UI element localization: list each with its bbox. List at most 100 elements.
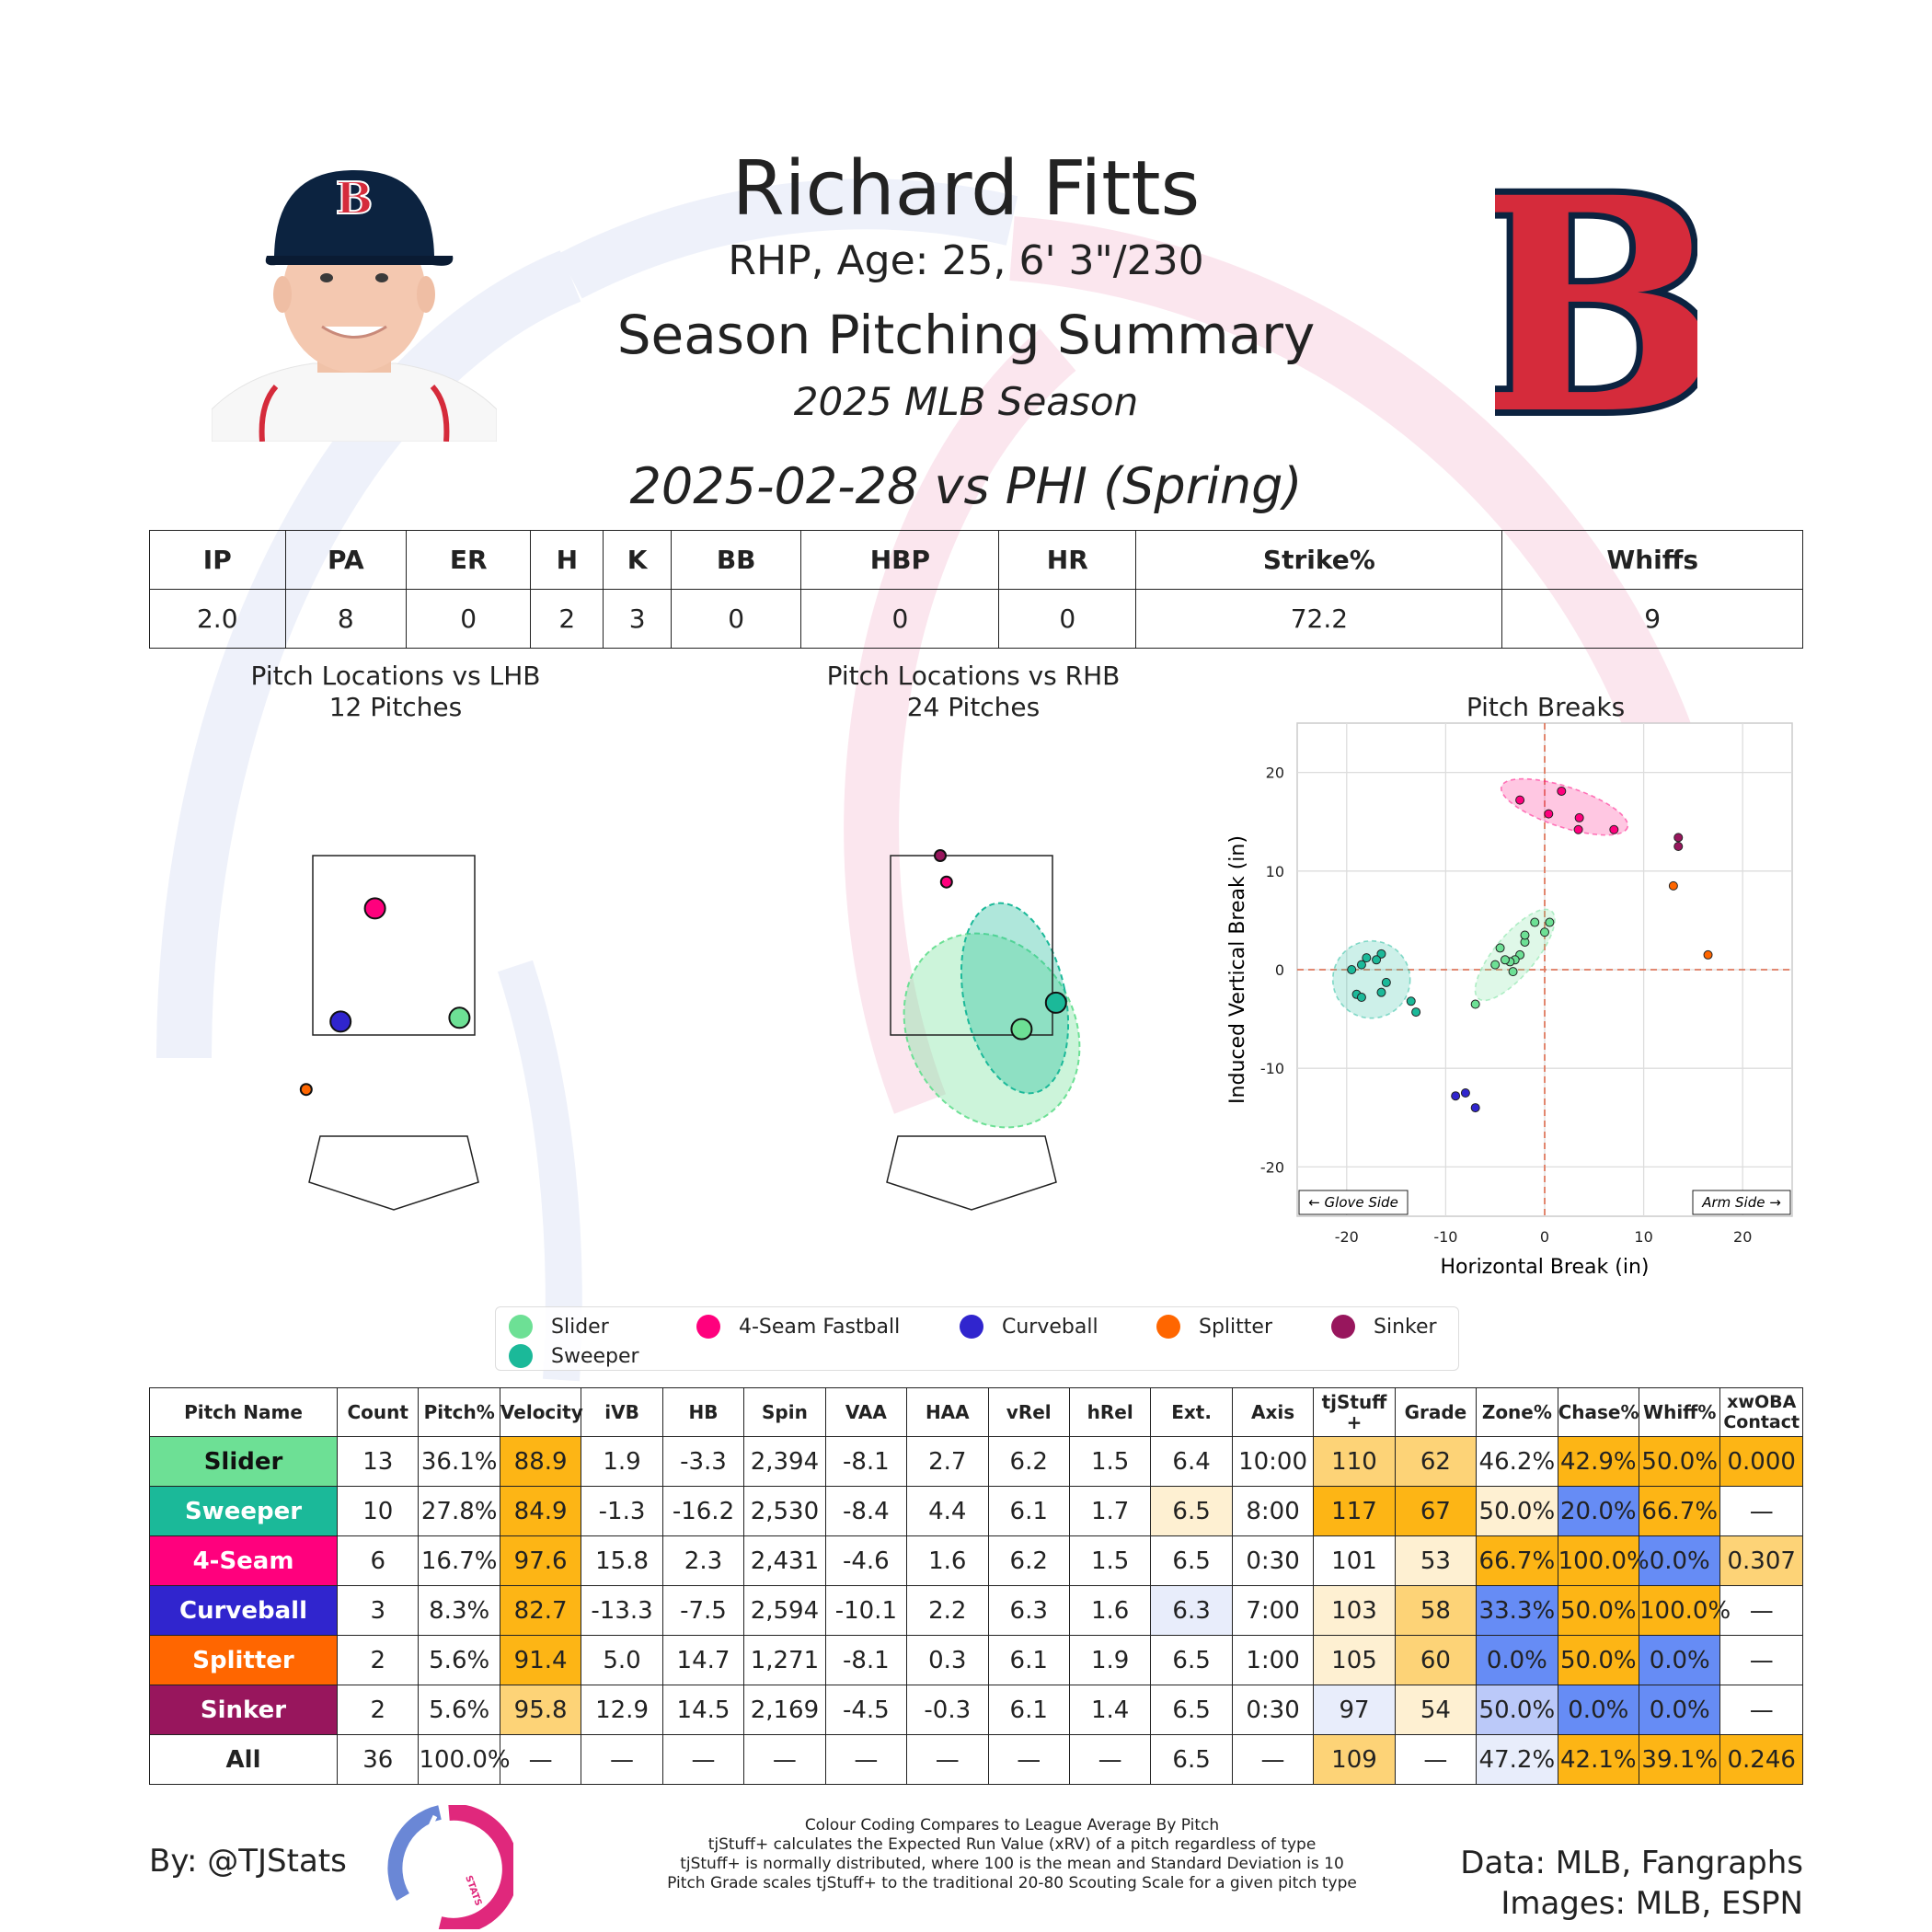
table-cell: 54 [1394,1685,1478,1735]
table-cell: — [743,1734,826,1785]
lhb-title: Pitch Locations vs LHB [250,661,541,691]
y-tick-label: 20 [1266,765,1284,782]
arm-side-box [1692,1190,1791,1215]
legend-marker [1156,1315,1180,1339]
stat-header: ER [406,530,532,590]
credits: Data: MLB, Fangraphs Images: MLB, ESPN [1343,1843,1803,1924]
pitch-table-header-cell: VAA [824,1387,908,1437]
rhb-subtitle: 24 Pitches [906,692,1041,722]
table-row: All 36 100.0% — — — — — — — —6.5—109—47.2% 42.1% 39.… [148,1734,1803,1785]
legend-marker [509,1315,533,1339]
pitch-ellipse [960,902,1070,1095]
x-tick-label: -10 [1433,1228,1457,1246]
table-cell: -0.3 [906,1685,989,1735]
break-point [1451,1091,1461,1101]
table-row: Curveball 3 8.3% 82.7 -13.3 -7.5 2,594 -10.1 2.2… [148,1585,1803,1636]
table-cell: 97.6 [499,1535,582,1586]
table-cell: 8.3% [418,1585,500,1636]
pitch-name-cell: Sinker [148,1685,339,1735]
pitch-table-header-cell: xwOBA Contact [1719,1387,1803,1437]
stat-value-row: 2.0 8 0 2 3 0 0 0 72.2 9 [149,589,1803,649]
break-point [1406,996,1416,1006]
svg-text:B: B [1495,166,1697,442]
break-point [1362,953,1372,963]
stat-value: 0 [998,589,1137,649]
break-point [1703,949,1713,960]
table-cell: — [499,1734,582,1785]
stat-header: IP [149,530,286,590]
table-cell: — [1394,1734,1478,1785]
table-cell: — [661,1734,745,1785]
table-cell: 0.307 [1719,1535,1803,1586]
image-credit: Images: MLB, ESPN [1501,1885,1803,1922]
footnote: Colour Coding Compares to League Average… [804,1816,1220,1834]
break-ellipse [1500,777,1629,836]
break-ellipse [1474,908,1556,1002]
legend-marker [960,1315,983,1339]
legend-label: Sweeper [551,1344,639,1368]
table-cell: 6.3 [1150,1585,1233,1636]
table-cell: 42.1% [1557,1734,1640,1785]
break-point [1356,960,1366,970]
table-cell: 36 [337,1734,420,1785]
table-cell: 8:00 [1231,1486,1315,1536]
stat-header-row: IP PA ER H K BB HBP HR Strike% Whiffs [149,530,1803,590]
legend-marker [1331,1315,1355,1339]
table-cell: 91.4 [499,1635,582,1685]
break-point [1470,999,1480,1009]
table-cell: 6.5 [1150,1734,1233,1785]
table-cell: -7.5 [661,1585,745,1636]
y-tick-label: -10 [1260,1060,1284,1077]
stat-value: 3 [603,589,672,649]
table-cell: 33.3% [1476,1585,1558,1636]
pitch-table-header-cell: Chase% [1557,1387,1640,1437]
y-axis-label: Induced Vertical Break (in) [1226,835,1249,1104]
strike-zone [312,855,476,1036]
pitch-table-header: Pitch Name Count Pitch% Velocity iVB HB Spin VA… [148,1387,1803,1437]
table-cell: 15.8 [581,1535,663,1586]
logo-text: STATS [463,1874,483,1907]
pitch-location-point [939,875,953,889]
table-cell: 6.5 [1150,1486,1233,1536]
table-cell: 109 [1313,1734,1396,1785]
footnote: tjStuff+ calculates the Expected Run Val… [707,1835,1317,1854]
table-cell: 2.2 [906,1585,989,1636]
table-cell: 46.2% [1476,1436,1558,1487]
table-cell: 3 [337,1585,420,1636]
y-tick-label: 10 [1266,863,1284,880]
pitch-legend: Slider 4-Seam Fastball Curveball Splitte… [495,1306,1459,1371]
byline: By: @TJStats [149,1843,347,1880]
home-plate [308,1135,479,1211]
break-point [1381,977,1391,987]
pitch-table-header-cell: Axis [1231,1387,1315,1437]
stat-value: 9 [1501,589,1803,649]
break-point [1545,917,1555,927]
table-cell: 97 [1313,1685,1396,1735]
table-cell: — [1719,1486,1803,1536]
pitch-location-point [299,1083,313,1097]
table-cell: 0.0% [1639,1535,1721,1586]
table-cell: 66.7% [1639,1486,1721,1536]
table-cell: 0.3 [906,1635,989,1685]
table-cell: -8.4 [824,1486,908,1536]
x-tick-label: 20 [1733,1228,1752,1246]
table-cell: 20.0% [1557,1486,1640,1536]
player-bio: RHP, Age: 25, 6' 3"/230 [728,237,1204,284]
table-cell: 2,169 [743,1685,826,1735]
table-cell: — [1068,1734,1152,1785]
y-tick-label: -20 [1260,1158,1284,1176]
table-cell: 50.0% [1557,1585,1640,1636]
rhb-location-plot [886,849,1081,1211]
break-point [1540,927,1549,937]
pitch-table-header-cell: HAA [906,1387,989,1437]
table-cell: 6.4 [1150,1436,1233,1487]
table-cell: 1.6 [1068,1585,1152,1636]
table-cell: 60 [1394,1635,1478,1685]
pitch-location-point [329,1010,352,1033]
pitch-table-header-cell: Ext. [1150,1387,1233,1437]
legend-item: 4-Seam Fastball [696,1315,900,1339]
table-cell: 100.0% [418,1734,511,1785]
table-cell: 117 [1313,1486,1396,1536]
table-cell: 100.0% [1557,1535,1650,1586]
table-cell: 0:30 [1231,1685,1315,1735]
